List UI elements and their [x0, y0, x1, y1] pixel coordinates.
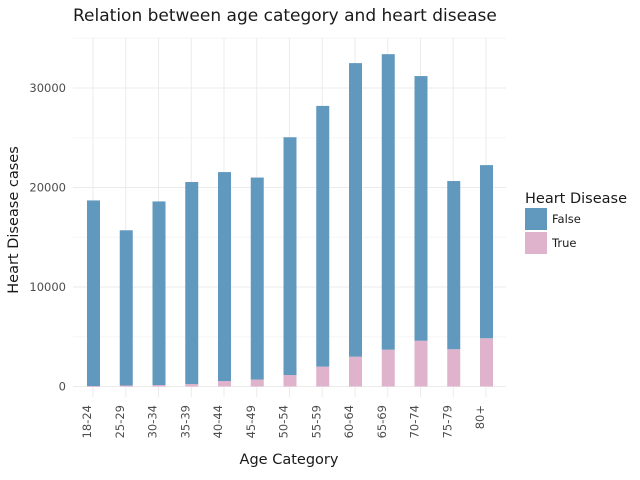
x-tick-label: 70-74: [408, 405, 422, 438]
x-tick-label: 45-49: [244, 405, 258, 438]
bar-true-75-79: [447, 349, 461, 387]
bar-true-18-24: [87, 386, 100, 387]
bar-true-55-59: [316, 366, 330, 387]
y-axis: 0 10000 20000 30000: [29, 81, 66, 394]
bar-true-60-64: [349, 356, 362, 387]
bar-false-40-44: [218, 172, 231, 382]
y-tick-label: 30000: [29, 81, 66, 95]
bar-false-75-79: [447, 181, 461, 350]
x-tick-label: 50-54: [277, 405, 291, 438]
x-tick-label: 35-39: [178, 405, 192, 438]
bar-true-25-29: [119, 385, 133, 387]
bars: [87, 54, 493, 387]
y-tick-label: 0: [59, 380, 66, 394]
bar-false-55-59: [316, 105, 330, 367]
chart-title: Relation between age category and heart …: [73, 6, 497, 26]
bar-false-50-54: [283, 137, 297, 376]
bar-false-60-64: [349, 63, 362, 357]
x-tick-label: 55-59: [309, 405, 323, 438]
legend: Heart Disease False True: [525, 191, 627, 254]
legend-key-false: [525, 208, 547, 230]
legend-key-true: [525, 232, 547, 254]
bar-false-25-29: [119, 230, 133, 386]
x-tick-label: 65-69: [375, 405, 389, 438]
bar-true-35-39: [185, 384, 199, 387]
bar-true-40-44: [218, 381, 231, 387]
x-tick-label: 60-64: [342, 405, 356, 438]
bar-true-80+: [480, 338, 493, 387]
x-tick-label: 40-44: [211, 405, 225, 438]
bar-false-80+: [480, 165, 493, 339]
bar-true-50-54: [283, 375, 297, 387]
bar-true-70-74: [414, 340, 428, 387]
legend-title: Heart Disease: [525, 191, 627, 207]
legend-label-true: True: [551, 236, 576, 250]
y-tick-label: 20000: [29, 181, 66, 195]
x-tick-label: 25-29: [113, 405, 127, 438]
bar-true-45-49: [250, 379, 264, 387]
bar-true-30-34: [152, 385, 166, 387]
x-tick-label: 75-79: [440, 405, 454, 438]
bar-false-65-69: [381, 54, 395, 350]
x-tick-label: 18-24: [80, 405, 94, 438]
bar-false-18-24: [87, 200, 100, 387]
bar-true-65-69: [381, 349, 395, 387]
bar-false-45-49: [250, 177, 264, 380]
bar-false-70-74: [414, 76, 428, 341]
x-axis-title: Age Category: [240, 452, 339, 468]
bar-false-30-34: [152, 201, 166, 386]
y-axis-title: Heart Disease cases: [6, 146, 22, 294]
x-tick-label: 80+: [473, 405, 487, 429]
x-axis: 18-24 25-29 30-34 35-39 40-44 45-49 50-54 55-59…: [80, 405, 487, 438]
x-tick-label: 30-34: [146, 405, 160, 438]
y-tick-label: 10000: [29, 280, 66, 294]
legend-label-false: False: [552, 212, 581, 226]
bar-false-35-39: [185, 182, 199, 385]
